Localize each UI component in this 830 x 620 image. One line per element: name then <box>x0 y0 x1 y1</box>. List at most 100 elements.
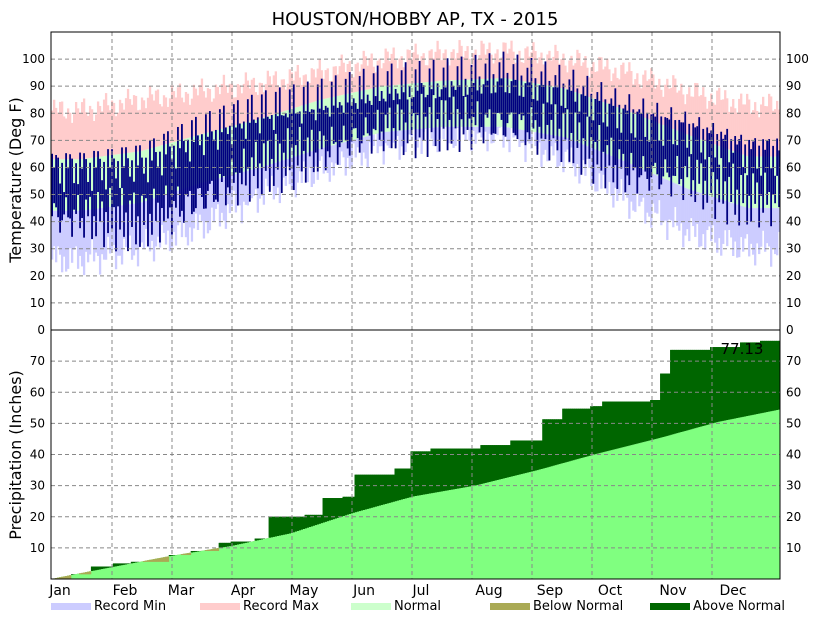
record-max-bar <box>314 77 317 102</box>
record-max-bar <box>554 44 557 87</box>
above-normal-bar <box>224 542 228 547</box>
record-min-bar <box>650 172 653 228</box>
above-normal-bar <box>438 448 441 492</box>
above-normal-bar <box>406 468 409 498</box>
above-normal-bar <box>660 373 663 438</box>
record-min-bar <box>764 208 767 252</box>
above-normal-bar <box>534 440 537 471</box>
record-max-bar <box>396 68 399 85</box>
record-min-bar <box>736 204 739 258</box>
observed-temperature-bar <box>732 152 735 164</box>
record-max-bar <box>610 81 613 106</box>
observed-temperature-bar <box>742 167 745 204</box>
record-max-bar <box>74 102 78 160</box>
record-max-bar <box>60 101 64 160</box>
above-normal-bar <box>114 563 118 567</box>
record-max-bar <box>542 64 545 85</box>
record-min-bar <box>608 155 611 182</box>
normal-bar <box>744 155 747 208</box>
observed-temperature-bar <box>692 123 695 181</box>
observed-temperature-bar <box>778 150 780 208</box>
above-normal-bar <box>528 440 531 473</box>
above-normal-bar <box>502 445 505 479</box>
normal-bar <box>396 84 399 131</box>
record-max-bar <box>68 112 72 160</box>
above-normal-bar <box>550 419 553 467</box>
record-max-bar <box>180 97 184 140</box>
observed-temperature-bar <box>53 167 55 204</box>
above-normal-bar <box>228 542 232 547</box>
above-normal-bar <box>738 347 741 418</box>
observed-temperature-bar <box>540 71 543 139</box>
record-max-bar <box>336 74 339 97</box>
observed-temperature-bar <box>548 80 551 161</box>
record-max-bar <box>402 67 405 85</box>
observed-temperature-bar <box>362 68 365 136</box>
record-max-bar <box>342 62 345 95</box>
above-normal-bar <box>278 516 281 536</box>
record-max-bar <box>522 62 525 82</box>
below-normal-bar <box>88 571 92 575</box>
record-min-bar <box>486 126 489 152</box>
record-max-bar <box>276 85 279 114</box>
above-normal-bar <box>630 401 633 446</box>
above-normal-bar <box>314 514 317 526</box>
normal-bar <box>764 156 767 209</box>
above-normal-bar <box>746 342 749 416</box>
record-min-bar <box>368 135 371 143</box>
record-min-bar <box>564 137 567 152</box>
observed-temperature-bar <box>51 153 53 217</box>
observed-temperature-bar <box>125 147 127 213</box>
record-max-bar <box>580 65 583 95</box>
observed-temperature-bar <box>127 158 129 252</box>
record-max-bar <box>664 84 667 126</box>
above-normal-bar <box>256 538 260 541</box>
above-normal-bar <box>706 349 709 425</box>
observed-temperature-bar <box>147 182 149 247</box>
record-min-bar <box>294 156 297 198</box>
above-normal-bar <box>586 408 589 457</box>
record-min-bar <box>322 147 325 174</box>
record-max-bar <box>506 53 509 79</box>
observed-temperature-bar <box>628 94 631 186</box>
normal-bar <box>566 89 569 139</box>
observed-temperature-bar <box>242 121 245 149</box>
record-max-bar <box>768 93 771 157</box>
legend: Record Min Record Max Normal Below Normal Ab… <box>51 599 785 614</box>
above-normal-bar <box>622 401 625 448</box>
record-max-bar <box>196 95 200 136</box>
record-min-bar <box>538 132 541 143</box>
record-min-bar <box>200 182 204 222</box>
record-max-bar <box>690 96 693 137</box>
observed-temperature-bar <box>270 115 273 159</box>
record-min-bar <box>756 208 759 244</box>
record-min-bar <box>430 127 433 139</box>
record-min-bar <box>240 172 244 224</box>
above-normal-bar <box>472 448 475 486</box>
legend-swatch <box>650 603 690 610</box>
record-max-bar <box>632 84 635 114</box>
observed-temperature-bar <box>594 99 597 142</box>
observed-temperature-bar <box>404 62 407 123</box>
record-min-bar <box>392 131 395 143</box>
temperature-tick-label-left: 40 <box>30 215 45 229</box>
record-max-bar <box>94 114 98 158</box>
record-min-bar <box>464 126 467 141</box>
above-normal-bar <box>430 448 433 494</box>
record-max-bar <box>312 69 315 102</box>
observed-temperature-bar <box>254 122 257 142</box>
record-max-bar <box>678 90 681 132</box>
below-normal-bar <box>56 577 60 579</box>
record-min-bar <box>302 153 305 162</box>
above-normal-bar <box>350 496 353 514</box>
record-min-bar <box>762 208 765 231</box>
legend-swatch <box>200 603 240 610</box>
observed-temperature-bar <box>586 75 589 117</box>
record-max-bar <box>464 51 467 80</box>
observed-temperature-bar <box>504 92 507 137</box>
record-min-bar <box>692 190 695 227</box>
above-normal-bar <box>318 514 321 524</box>
month-tick-label: Jan <box>48 583 71 599</box>
below-normal-bar <box>160 557 164 562</box>
normal-bar <box>420 82 423 129</box>
